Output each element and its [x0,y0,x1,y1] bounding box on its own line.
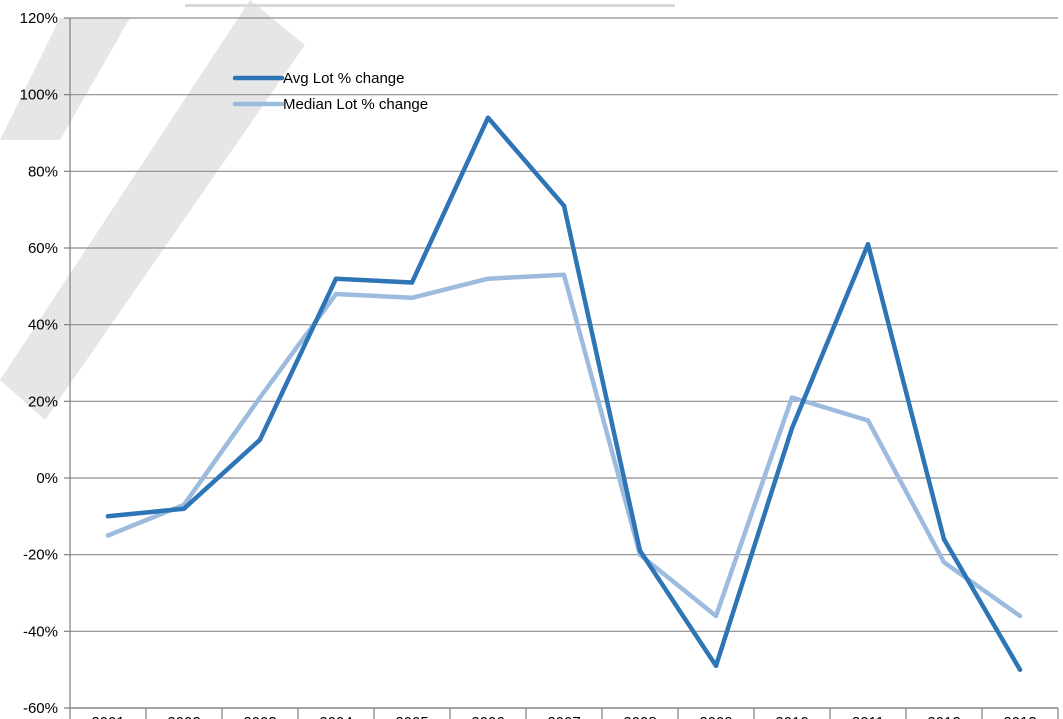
y-tick-label: -60% [23,700,58,717]
data-point-0-9 [789,425,795,431]
y-axis-ticks: -60% -40% -20% 0% 20% 40% 60% 80% 100% 120% [20,10,70,717]
data-point-1-12 [1017,613,1023,619]
data-point-1-5 [485,276,491,281]
data-point-0-6 [561,203,567,209]
legend-label-0: Avg Lot % change [283,70,404,87]
y-tick-label: 20% [28,393,58,410]
data-point-1-3 [333,291,339,297]
y-tick-label: 120% [20,10,58,27]
series-lines [105,115,1023,672]
data-point-0-0 [105,514,111,519]
x-tick-label: 2006 [471,714,504,719]
data-point-1-10 [865,418,871,423]
x-tick-label: 2012 [927,714,960,719]
x-tick-label: 2009 [699,714,732,719]
x-tick-label: 2002 [167,714,200,719]
watermark-top-bar [185,4,675,7]
data-point-0-8 [713,663,719,669]
legend: Avg Lot % change Median Lot % change [232,70,428,113]
data-point-0-2 [257,437,263,442]
x-tick-label: 2011 [852,714,884,719]
y-tick-label: 80% [28,163,58,180]
watermark-stroke-1 [0,18,130,140]
y-tick-label: 60% [28,240,58,257]
data-point-0-1 [181,506,187,511]
data-point-1-11 [941,560,947,565]
x-axis: 2001 2002 2003 2004 2005 2006 2007 2008 2009 2010… [69,18,1059,719]
legend-label-1: Median Lot % change [283,96,428,113]
data-point-0-11 [941,537,947,542]
series-line-0 [105,115,1023,672]
data-point-1-2 [257,395,263,400]
data-point-0-7 [637,548,643,554]
series-line-1 [105,272,1023,619]
data-point-0-10 [865,241,871,247]
x-tick-label: 2001 [91,714,124,719]
data-point-1-8 [713,613,719,619]
x-tick-label: 2007 [547,714,580,719]
data-point-1-6 [561,272,567,278]
y-tick-label: -20% [23,547,58,564]
watermark-stroke-2 [0,0,305,420]
y-tick-label: -40% [23,623,58,640]
x-tick-label: 2005 [395,714,428,719]
data-point-1-4 [409,295,415,301]
data-point-0-5 [485,115,491,120]
x-tick-label: 2004 [319,714,352,719]
y-tick-label: 100% [20,87,58,104]
x-tick-label: 2010 [775,714,808,719]
data-point-0-4 [409,280,415,285]
data-point-0-3 [333,276,339,281]
x-tick-label: 2008 [623,714,656,719]
x-tick-label: 2003 [243,714,276,719]
data-point-1-9 [789,395,795,400]
data-point-1-0 [105,533,111,538]
x-tick-label: 2013 [1003,714,1036,719]
y-tick-label: 40% [28,317,58,334]
data-point-0-12 [1017,667,1023,672]
y-tick-label: 0% [36,470,58,487]
watermark [0,0,675,420]
